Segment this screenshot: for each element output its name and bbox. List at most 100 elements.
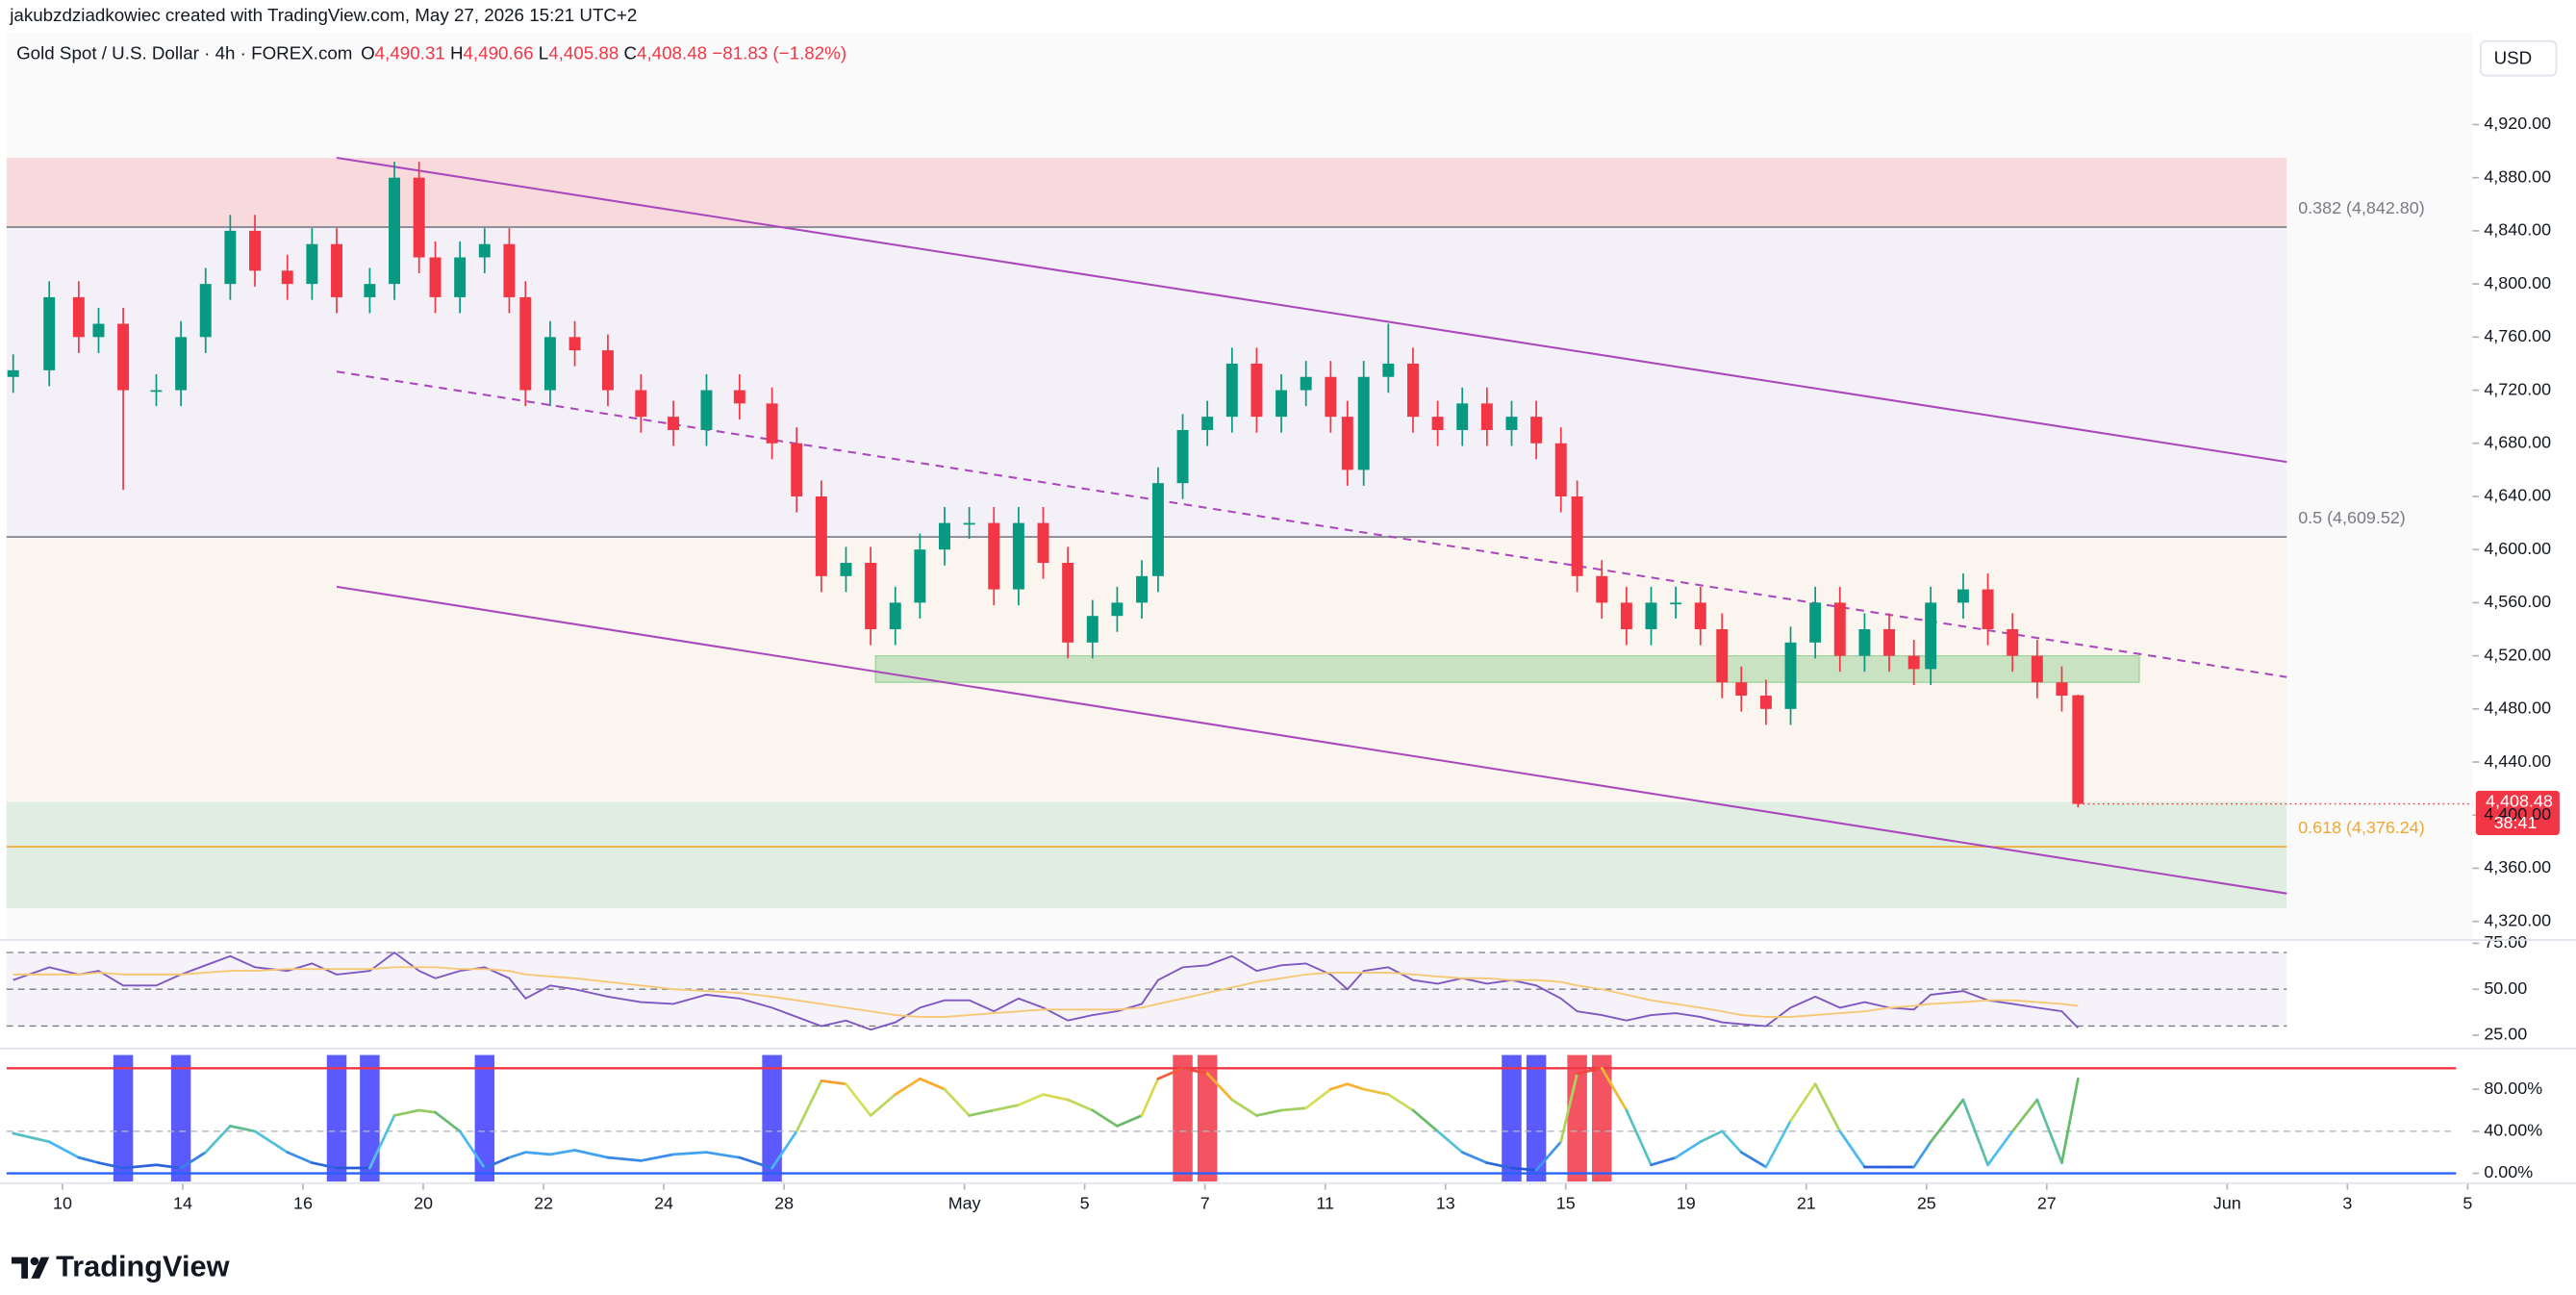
oscillator-segment <box>705 1151 742 1159</box>
signal-bar <box>113 1054 134 1182</box>
candle-body <box>331 243 342 297</box>
currency[interactable]: USD <box>2494 48 2533 68</box>
candle-body <box>601 350 614 391</box>
oscillator-segment <box>2010 1098 2039 1133</box>
oscillator-segment <box>1328 1082 1350 1091</box>
candle-body <box>306 243 318 285</box>
oscillator-segment <box>1230 1098 1258 1117</box>
candle-body <box>1694 602 1706 630</box>
oscillator-segment <box>483 1155 511 1170</box>
candle-body <box>988 522 1000 590</box>
candle-body <box>1431 417 1444 430</box>
price-zone <box>6 227 2287 538</box>
oscillator-segment <box>820 1079 847 1086</box>
x-tick-label: 28 <box>774 1194 794 1213</box>
channel-line <box>336 156 2287 464</box>
y-tick-label: 4,400.00 <box>2484 804 2551 824</box>
x-tick-label: 7 <box>1200 1194 1210 1213</box>
y-tick-label: 4,520.00 <box>2484 645 2551 664</box>
oscillator-segment <box>2060 1077 2080 1164</box>
oscillator-segment <box>458 1130 487 1170</box>
x-tick-label: 5 <box>2462 1194 2472 1213</box>
candle-body <box>889 602 901 630</box>
oscillator-segment <box>606 1155 643 1162</box>
candle-body <box>1111 602 1124 617</box>
candle-body <box>1037 522 1049 563</box>
candle-body <box>1086 616 1099 643</box>
signal-bar <box>1567 1054 1587 1182</box>
change: −81.83 (−1.82%) <box>712 42 846 63</box>
y-tick-label: 4,320.00 <box>2484 910 2551 929</box>
candle-body <box>1505 417 1518 430</box>
oscillator-segment <box>1650 1155 1678 1167</box>
brand: TradingView <box>56 1250 230 1283</box>
candle-body <box>914 549 926 603</box>
oscillator-segment <box>1534 1140 1563 1172</box>
marks-layer <box>7 162 2560 1172</box>
oscillator-segment <box>1017 1093 1045 1106</box>
oscillator-segment <box>869 1093 897 1117</box>
candle-body <box>281 270 293 285</box>
x-tick-label: 15 <box>1556 1194 1576 1213</box>
x-tick-label: 27 <box>2037 1194 2057 1213</box>
oscillator-segment <box>1304 1087 1332 1110</box>
y-tick-label: 0.00% <box>2484 1162 2533 1181</box>
candle-body <box>1759 696 1772 709</box>
support-zone <box>874 655 2140 683</box>
candle-body <box>1925 602 1937 670</box>
candle-body <box>454 257 467 297</box>
candle-body <box>1530 417 1543 444</box>
oscillator-segment <box>47 1140 81 1159</box>
x-tick-label: 11 <box>1316 1194 1334 1213</box>
ohlc-value: 4,490.66 <box>464 42 534 63</box>
oscillator-segment <box>77 1155 100 1164</box>
x-tick-label: 22 <box>534 1194 553 1213</box>
oscillator-segment <box>943 1087 971 1117</box>
currency-box[interactable] <box>2480 39 2558 77</box>
fib-label: 0.382 (4,842.80) <box>2298 198 2425 217</box>
x-tick-label: 3 <box>2342 1194 2352 1213</box>
oscillator-segment <box>286 1151 314 1164</box>
ohlc-value: 4,408.48 <box>637 42 707 63</box>
x-tick-label: May <box>948 1194 981 1213</box>
signal-bar <box>326 1054 347 1182</box>
oscillator-segment <box>845 1082 872 1117</box>
candle-body <box>766 403 778 444</box>
oscillator-segment <box>1346 1082 1366 1091</box>
signal-bar <box>1173 1054 1193 1182</box>
candle-body <box>1809 602 1822 643</box>
oscillator-segment <box>1485 1161 1513 1170</box>
candle-body <box>1480 403 1493 430</box>
x-tick-label: 5 <box>1080 1194 1090 1213</box>
candle-body <box>117 323 130 391</box>
oscillator-segment <box>1091 1108 1119 1128</box>
logo-shape <box>11 1257 50 1279</box>
oscillator-segment <box>1362 1087 1390 1096</box>
candle-body <box>1250 363 1263 418</box>
candle-body <box>1784 642 1797 709</box>
candle-body <box>413 177 425 258</box>
candle-body <box>1883 629 1896 656</box>
candle-body <box>815 495 827 576</box>
candle-body <box>1907 655 1920 670</box>
candle-body <box>543 337 556 391</box>
candle-body <box>389 177 401 285</box>
x-tick-label: 14 <box>173 1194 192 1213</box>
x-tick-label: 10 <box>53 1194 72 1213</box>
signal-bar <box>762 1054 782 1182</box>
oscillator-segment <box>1789 1082 1817 1123</box>
oscillator-segment <box>1140 1077 1160 1117</box>
candle-body <box>224 230 237 285</box>
price-zone <box>6 801 2287 908</box>
candle-body <box>939 522 950 550</box>
oscillator-segment <box>1205 1072 1234 1102</box>
indicator-line <box>13 966 2079 1018</box>
candle-body <box>519 296 532 391</box>
ohlc-key: H <box>450 42 464 63</box>
price-zone <box>6 157 2287 228</box>
candle-body <box>1645 602 1657 630</box>
oscillator-segment <box>992 1104 1021 1112</box>
oscillator-segment <box>770 1130 798 1170</box>
oscillator-segment <box>1699 1130 1724 1144</box>
